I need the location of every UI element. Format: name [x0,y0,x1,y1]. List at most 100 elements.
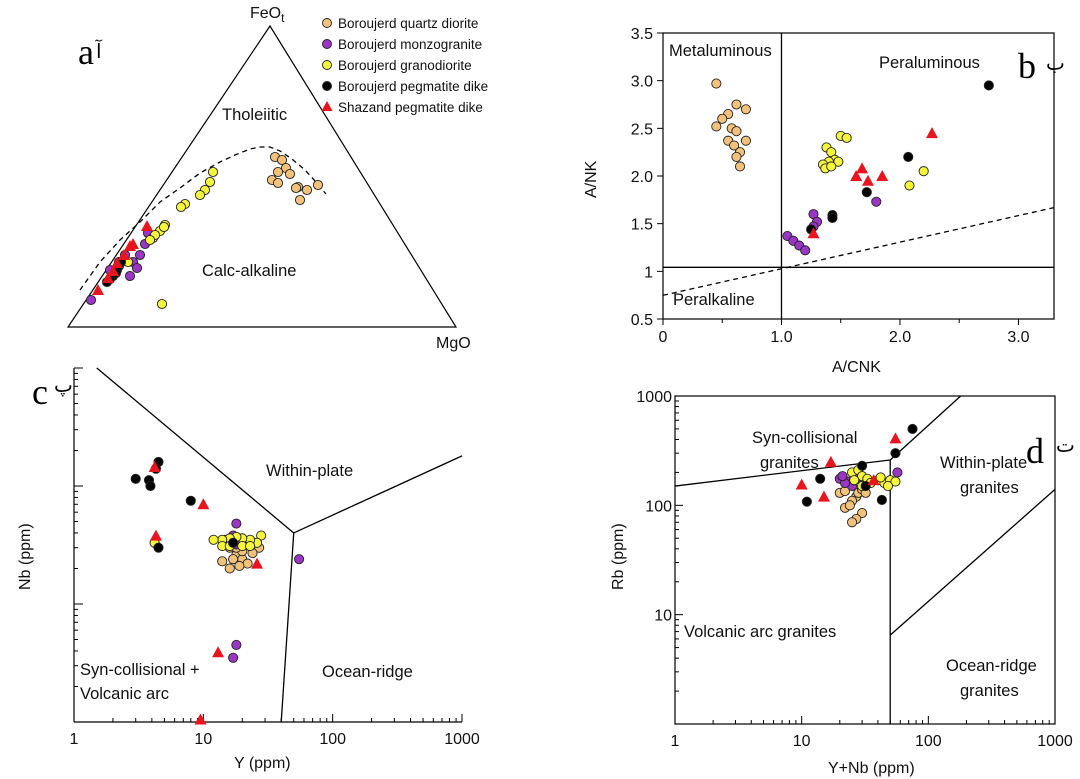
legend-marker-pegmatite-shazand [321,101,333,111]
field-within-plate-d: Within-plate [940,454,1027,472]
point-granodiorite [158,221,170,233]
point-quartz_diorite [272,177,284,189]
point-quartz_diorite [731,99,742,110]
point-pegmatite_shazand [817,490,830,502]
y-tick-label: 1000 [636,389,672,406]
y-tick-label: 3.0 [631,74,653,91]
point-quartz_diorite [734,161,746,172]
point-monzogranite [231,518,242,529]
panel-letter-a: a [78,32,94,72]
x-tick-label: 1000 [1037,733,1073,750]
ternary-frame [66,24,458,328]
panel-letter-c: c [32,372,48,412]
panel-d-y-label: Rb (ppm) [610,523,627,590]
point-pegmatite_shazand [107,265,119,276]
point-quartz_diorite [844,500,855,511]
point-pegmatite_boroujerd [983,80,994,91]
field-ocean-ridge-granites: granites [960,682,1019,700]
legend-label-pegmatite-shazand: Shazand pegmatite dike [338,100,483,115]
legend-item-pegmatite-boroujerd: Boroujerd pegmatite dike [322,79,488,94]
y-tick-label: 10 [654,608,672,625]
panel-persian-b: ب [1046,51,1065,75]
x-tick-label: 100 [319,731,346,748]
point-granodiorite [849,475,860,486]
point-pegmatite_boroujerd [130,473,141,484]
field-peralkaline: Peralkaline [673,291,755,309]
point-pegmatite_boroujerd [815,473,826,484]
point-pegmatite_shazand [824,455,837,467]
point-pegmatite_boroujerd [907,423,918,434]
panel-letter-d: d [1026,431,1044,471]
point-pegmatite_boroujerd [145,480,156,492]
field-syn-collisional-plus: Syn-collisional + [80,661,200,679]
panel-d-discrimination-boundaries [674,395,1056,724]
point-pegmatite_shazand [876,170,889,181]
panel-persian-c: پ [54,373,73,397]
legend: Boroujerd quartz diorite Boroujerd monzo… [321,16,488,115]
point-quartz_diorite [731,126,742,137]
point-granodiorite [904,180,915,191]
point-quartz_diorite [312,179,324,191]
point-granodiorite [841,132,852,143]
point-pegmatite_shazand [141,220,153,231]
point-pegmatite_shazand [111,257,123,268]
point-pegmatite_boroujerd [827,212,838,223]
legend-item-monzogranite: Boroujerd monzogranite [322,37,482,52]
point-granodiorite [890,476,901,487]
point-quartz_diorite [290,182,302,194]
point-pegmatite_shazand [795,478,808,490]
point-quartz_diorite [740,135,751,146]
panel-b-data-points [711,78,994,256]
panel-b-dashed-reference-line [662,206,1055,296]
point-pegmatite_shazand [197,498,210,510]
x-tick-label: 1.0 [770,329,792,346]
legend-marker-granodiorite [322,60,332,70]
x-tick-label: 1000 [444,731,480,748]
x-tick-label: 10 [793,733,811,750]
point-pegmatite_boroujerd [903,151,914,162]
point-quartz_diorite [731,151,742,162]
point-pegmatite_shazand [102,272,114,283]
field-volcanic-arc-granites: Volcanic arc granites [684,623,836,641]
point-pegmatite_boroujerd [153,542,164,553]
panel-persian-d: ت [1056,433,1075,457]
y-tick-label: 1.5 [631,217,653,234]
point-monzogranite [231,639,242,650]
point-quartz_diorite [276,154,288,166]
panel-b-y-label: A/NK [583,160,600,198]
point-granodiorite [826,161,837,172]
point-quartz_diorite [234,560,245,572]
x-tick-label: 2.0 [889,329,911,346]
field-tholeiitic: Tholeiitic [222,106,287,124]
point-pegmatite_boroujerd [861,187,872,198]
point-granodiorite [144,234,156,246]
point-quartz_diorite [847,517,858,528]
point-pegmatite_boroujerd [801,496,812,507]
point-granodiorite [156,298,168,310]
point-pegmatite_shazand [861,174,874,186]
point-quartz_diorite [729,140,740,151]
panel-b-acnk-ank-diagram: 0 1.0 2.0 3.0 0.5 1 1.5 2.0 2.5 3.0 3.5 A/CNK A/NK… [583,26,1065,376]
field-ocean-ridge-d: Ocean-ridge [946,657,1037,675]
point-pegmatite_shazand [212,646,225,658]
point-monzogranite [134,249,146,261]
point-monzogranite [892,467,903,478]
panel-b-axis-ticks: 0 1.0 2.0 3.0 0.5 1 1.5 2.0 2.5 3.0 3.5 [631,26,1030,346]
point-pegmatite_boroujerd [890,448,901,459]
point-pegmatite_shazand [92,284,104,295]
panel-d-x-label: Y+Nb (ppm) [828,760,915,777]
point-pegmatite_shazand [251,557,264,569]
point-granodiorite [882,481,894,492]
point-pegmatite_boroujerd [228,537,239,548]
point-granodiorite [245,540,256,552]
point-granodiorite [175,201,187,213]
point-granodiorite [204,176,216,188]
panel-letter-b: b [1018,46,1036,86]
legend-item-pegmatite-shazand: Shazand pegmatite dike [321,100,483,115]
point-granodiorite [833,156,844,167]
point-pegmatite_shazand [149,529,162,541]
panel-persian-a: آ [95,38,103,63]
y-tick-label: 2.5 [631,121,653,138]
legend-label-pegmatite-boroujerd: Boroujerd pegmatite dike [338,79,488,94]
